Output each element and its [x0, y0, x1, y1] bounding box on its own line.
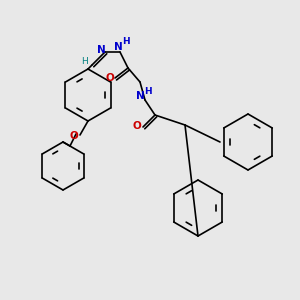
Text: O: O — [106, 73, 114, 83]
Text: H: H — [122, 38, 130, 46]
Text: H: H — [81, 58, 87, 67]
Text: N: N — [136, 91, 144, 101]
Text: N: N — [114, 42, 122, 52]
Text: N: N — [97, 45, 105, 55]
Text: O: O — [133, 121, 141, 131]
Text: O: O — [70, 131, 78, 141]
Text: H: H — [144, 86, 152, 95]
